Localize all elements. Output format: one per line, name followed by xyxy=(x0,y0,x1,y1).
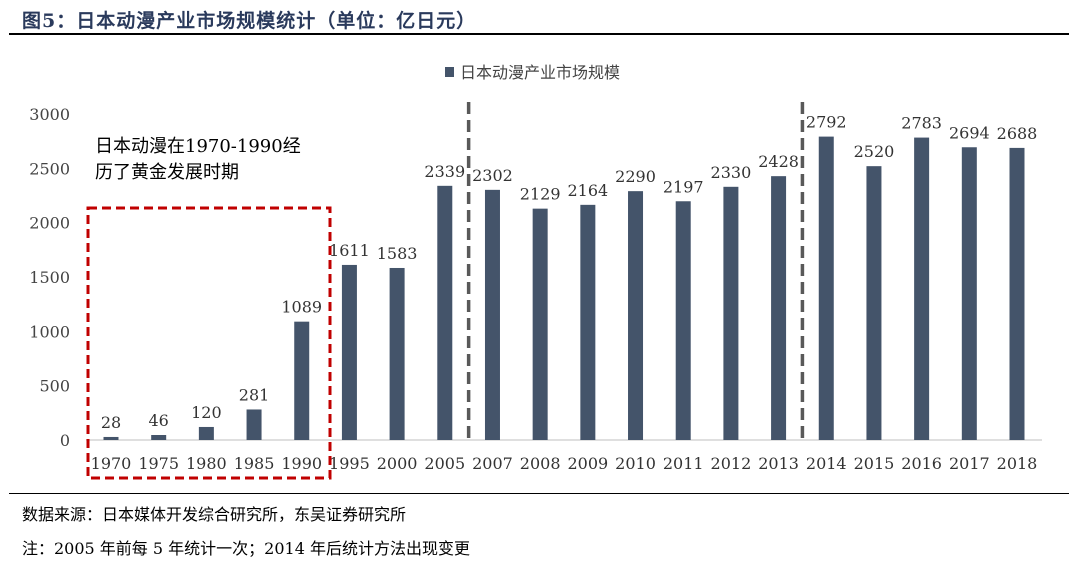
bar-1970 xyxy=(103,436,119,440)
x-tick-label-2018: 2018 xyxy=(997,454,1038,473)
bar-1985 xyxy=(246,409,262,440)
bar-2005 xyxy=(437,185,453,440)
data-label-2018: 2688 xyxy=(997,124,1038,143)
bar-2013 xyxy=(771,176,787,440)
x-tick-label-2016: 2016 xyxy=(901,454,942,473)
data-label-1980: 120 xyxy=(191,403,222,422)
footer-rule xyxy=(9,493,1069,494)
bar-2017 xyxy=(961,147,977,440)
data-label-2017: 2694 xyxy=(949,123,990,142)
x-tick-label-2000: 2000 xyxy=(377,454,418,473)
y-tick-label: 500 xyxy=(39,377,70,396)
x-tick-label-1975: 1975 xyxy=(138,454,179,473)
data-label-2007: 2302 xyxy=(472,166,513,185)
x-tick-label-2017: 2017 xyxy=(949,454,990,473)
bar-2007 xyxy=(484,189,500,440)
figure-title: 图5：日本动漫产业市场规模统计（单位：亿日元） xyxy=(22,10,477,32)
x-tick-label-2011: 2011 xyxy=(663,454,704,473)
data-label-2016: 2783 xyxy=(901,114,942,133)
note-text: 注：2005 年前每 5 年统计一次；2014 年后统计方法出现变更 xyxy=(22,539,470,558)
data-label-2012: 2330 xyxy=(711,163,752,182)
data-label-2011: 2197 xyxy=(663,177,704,196)
bar-2011 xyxy=(675,201,691,440)
data-label-2005: 2339 xyxy=(424,162,465,181)
legend-swatch xyxy=(445,67,454,77)
bar-1995 xyxy=(341,264,357,440)
bar-2008 xyxy=(532,208,548,440)
data-label-1995: 1611 xyxy=(329,241,370,260)
title-rule xyxy=(9,33,1069,35)
data-label-2009: 2164 xyxy=(567,181,608,200)
x-tick-label-2009: 2009 xyxy=(567,454,608,473)
bar-2000 xyxy=(389,267,405,440)
bar-1975 xyxy=(151,435,167,440)
x-tick-label-1990: 1990 xyxy=(281,454,322,473)
bar-2012 xyxy=(723,186,739,440)
x-tick-label-2007: 2007 xyxy=(472,454,513,473)
bar-2016 xyxy=(914,137,930,440)
data-label-1990: 1089 xyxy=(281,298,322,317)
x-tick-label-2010: 2010 xyxy=(615,454,656,473)
annotation-text: 历了黄金发展时期 xyxy=(95,162,239,183)
bar-2014 xyxy=(818,136,834,440)
x-tick-label-2008: 2008 xyxy=(520,454,561,473)
y-tick-label: 2500 xyxy=(29,159,70,178)
annotation-text: 日本动漫在1970-1990经 xyxy=(95,136,301,157)
bar-1990 xyxy=(294,321,310,440)
bar-2009 xyxy=(580,204,596,440)
bar-2010 xyxy=(628,191,644,440)
highlight-box xyxy=(86,206,332,480)
x-tick-label-1995: 1995 xyxy=(329,454,370,473)
x-tick-label-2015: 2015 xyxy=(854,454,895,473)
x-tick-label-2013: 2013 xyxy=(758,454,799,473)
legend-label: 日本动漫产业市场规模 xyxy=(460,63,620,82)
source-text: 数据来源：日本媒体开发综合研究所，东吴证券研究所 xyxy=(22,505,407,524)
x-tick-label-1985: 1985 xyxy=(234,454,275,473)
data-label-2000: 1583 xyxy=(377,244,418,263)
data-label-2008: 2129 xyxy=(520,185,561,204)
x-tick-label-1970: 1970 xyxy=(91,454,132,473)
bar-2018 xyxy=(1009,147,1025,441)
x-tick-label-2012: 2012 xyxy=(711,454,752,473)
data-label-2014: 2792 xyxy=(806,113,847,132)
x-tick-label-1980: 1980 xyxy=(186,454,227,473)
bar-2015 xyxy=(866,166,882,440)
bar-1980 xyxy=(198,426,214,440)
y-tick-label: 1000 xyxy=(29,322,70,341)
y-tick-label: 3000 xyxy=(29,105,70,124)
y-tick-label: 0 xyxy=(60,431,70,450)
data-label-2013: 2428 xyxy=(758,152,799,171)
data-label-1970: 28 xyxy=(101,413,121,432)
bar-chart: 0 500 1000 1500 2000 2500 3000 28 1970 46 1975 120 1… xyxy=(29,63,1042,480)
data-label-1985: 281 xyxy=(239,385,270,404)
data-label-2015: 2520 xyxy=(854,142,895,161)
y-tick-label: 2000 xyxy=(29,214,70,233)
x-tick-label-2014: 2014 xyxy=(806,454,847,473)
y-tick-label: 1500 xyxy=(29,268,70,287)
x-tick-label-2005: 2005 xyxy=(424,454,465,473)
data-label-1975: 46 xyxy=(149,411,169,430)
data-label-2010: 2290 xyxy=(615,167,656,186)
